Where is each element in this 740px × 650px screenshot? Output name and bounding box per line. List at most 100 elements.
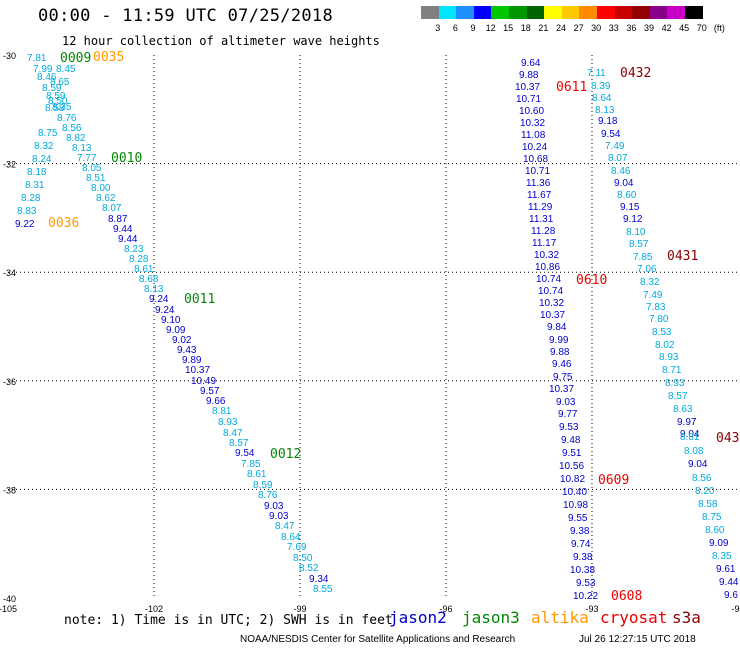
swh-value-label: 9.6 — [724, 590, 738, 601]
scale-swatch — [526, 6, 545, 19]
swh-value-label: 7.11 — [587, 68, 606, 79]
time-label: 0611 — [556, 80, 587, 95]
swh-value-label: 8.81 — [680, 432, 700, 443]
scale-swatch — [579, 6, 597, 19]
scale-swatch — [649, 6, 668, 19]
swh-value-label: 8.35 — [52, 102, 72, 113]
swh-value-label: 8.51 — [86, 173, 106, 184]
swh-value-label: 11.28 — [531, 226, 556, 237]
swh-value-label: 8.81 — [212, 406, 232, 417]
swh-value-label: 9.24 — [149, 294, 169, 305]
scale-label: 3 — [435, 23, 441, 33]
scale-label: 70 — [696, 23, 707, 33]
swh-value-label: 8.62 — [96, 193, 116, 204]
swh-value-label: 9.53 — [559, 422, 579, 433]
swh-value-label: 8.58 — [45, 103, 65, 114]
swh-value-label: 10.98 — [563, 500, 588, 511]
scale-label: 24 — [555, 23, 567, 33]
legend-s3a: s3a — [672, 608, 701, 627]
swh-value-label: 8.82 — [66, 133, 86, 144]
x-tick-label: -105 — [0, 604, 17, 614]
swh-value-label: 10.49 — [191, 376, 216, 387]
swh-value-label: 7.06 — [637, 264, 657, 275]
scale-swatch — [561, 6, 580, 19]
swh-value-label: 9.89 — [182, 355, 202, 366]
swh-value-label: 8.60 — [705, 525, 725, 536]
swh-value-label: 8.32 — [640, 277, 660, 288]
scale-swatch — [596, 6, 615, 19]
swh-value-label: 11.31 — [529, 214, 554, 225]
scale-label: 36 — [626, 23, 637, 33]
scale-swatch — [632, 6, 650, 19]
swh-value-label: 9.46 — [552, 359, 572, 370]
swh-value-label: 9.04 — [680, 429, 700, 440]
swh-value-label: 10.86 — [535, 262, 560, 273]
scale-label: (ft) — [713, 23, 725, 33]
swh-value-label: 7.77 — [77, 153, 97, 164]
scale-swatch — [473, 6, 492, 19]
swh-value-label: 8.45 — [56, 64, 76, 75]
scale-label: 33 — [608, 23, 619, 33]
swh-value-label: 10.38 — [570, 565, 595, 576]
legend-cryosat: cryosat — [600, 608, 668, 627]
y-tick-label: -30 — [3, 51, 16, 61]
time-label: 0609 — [598, 473, 629, 488]
swh-value-label: 8.65 — [50, 77, 70, 88]
swh-value-label: 7.85 — [241, 459, 261, 470]
swh-value-label: 8.07 — [608, 153, 628, 164]
swh-value-label: 9.44 — [118, 234, 138, 245]
y-tick-label: -40 — [3, 594, 16, 604]
swh-value-label: 9.88 — [550, 347, 570, 358]
scale-swatch — [438, 6, 457, 19]
swh-value-label: 8.39 — [591, 81, 611, 92]
time-label: 0610 — [576, 273, 607, 288]
swh-value-label: 9.74 — [571, 539, 591, 550]
swh-value-label: 8.58 — [698, 499, 718, 510]
scale-swatch — [456, 6, 474, 19]
scale-swatch — [421, 6, 439, 19]
swh-value-label: 8.07 — [102, 203, 122, 214]
swh-value-label: 10.56 — [559, 461, 584, 472]
swh-value-label: 8.93 — [665, 378, 685, 389]
swh-value-label: 7.99 — [33, 64, 53, 75]
swh-value-label: 7.49 — [605, 141, 625, 152]
swh-value-label: 9.55 — [568, 513, 588, 524]
swh-value-label: 8.50 — [48, 96, 68, 107]
swh-value-label: 10.71 — [516, 94, 541, 105]
swh-value-label: 8.64 — [281, 532, 301, 543]
scale-swatch — [667, 6, 685, 19]
swh-value-label: 9.97 — [677, 417, 697, 428]
time-label: 0432 — [620, 66, 651, 81]
units-note: note: 1) Time is in UTC; 2) SWH is in fe… — [64, 613, 393, 628]
swh-value-label: 9.51 — [562, 448, 582, 459]
swh-value-label: 9.38 — [573, 552, 593, 563]
color-scale-bar — [421, 6, 703, 19]
swh-value-label: 8.63 — [673, 404, 693, 415]
time-label: 0011 — [184, 292, 215, 307]
swh-value-label: 9.61 — [716, 564, 736, 575]
legend-jason2: jason2 — [389, 608, 447, 627]
scale-swatch — [684, 6, 703, 19]
swh-value-label: 9.48 — [561, 435, 581, 446]
swh-value-label: 9.18 — [598, 116, 618, 127]
scale-label: 21 — [538, 23, 549, 33]
swh-value-label: 8.75 — [38, 128, 58, 139]
swh-value-label: 8.32 — [34, 141, 54, 152]
swh-value-label: 8.76 — [258, 490, 278, 501]
swh-value-label: 8.56 — [692, 473, 712, 484]
swh-value-label: 9.03 — [556, 397, 576, 408]
scale-label: 42 — [661, 23, 672, 33]
legend-jason3: jason3 — [462, 608, 520, 627]
scale-label: 6 — [452, 23, 458, 33]
swh-value-label: 8.10 — [626, 227, 646, 238]
swh-value-label: 9.44 — [719, 577, 739, 588]
swh-value-label: 8.47 — [275, 521, 295, 532]
swh-value-label: 9.99 — [549, 335, 569, 346]
swh-value-label: 7.81 — [27, 53, 47, 64]
swh-value-label: 8.59 — [42, 83, 62, 94]
swh-value-label: 9.15 — [620, 202, 640, 213]
swh-value-label: 8.61 — [247, 469, 267, 480]
swh-value-label: 9.54 — [601, 129, 621, 140]
swh-value-label: 10.82 — [560, 474, 585, 485]
